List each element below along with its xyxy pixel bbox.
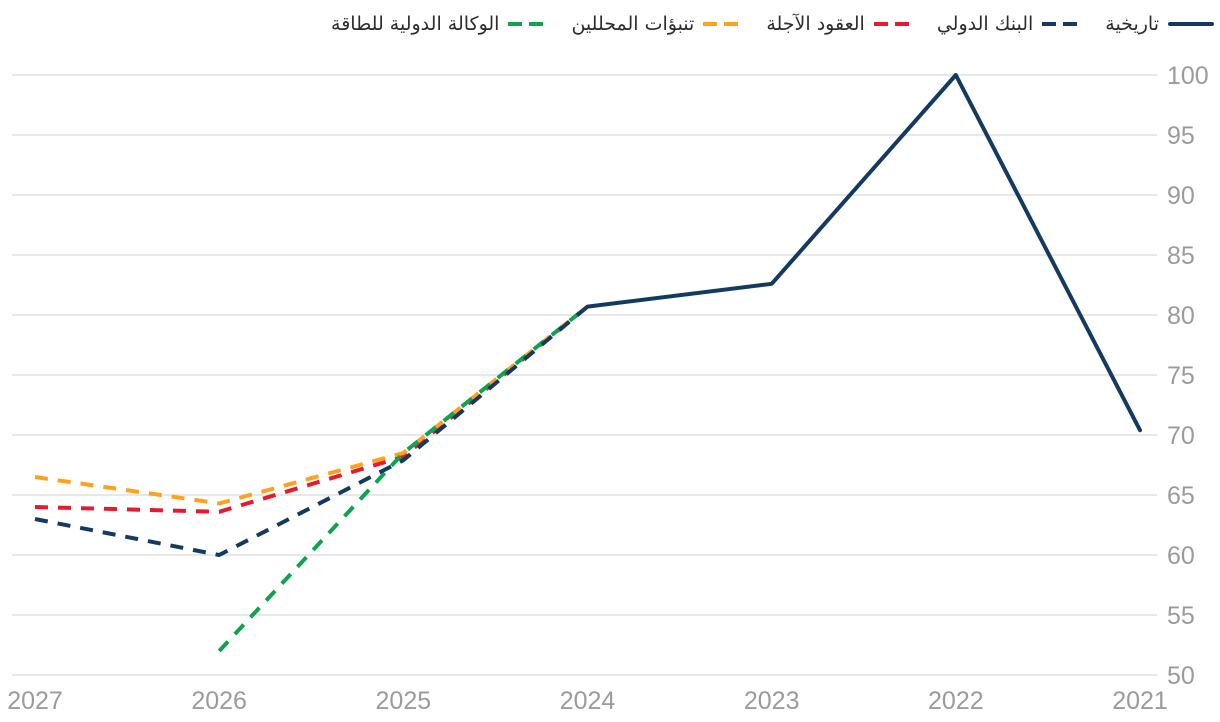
legend-label: البنك الدولي bbox=[936, 13, 1034, 35]
legend-solid-line-marker bbox=[1168, 22, 1214, 26]
y-axis-tick-label: 50 bbox=[1167, 662, 1195, 690]
gridlines bbox=[12, 74, 1157, 676]
legend-item-2[interactable]: العقود الآجلة bbox=[766, 13, 909, 35]
chart-legend: تاريخية البنك الدولي العقود الآجلة تنبؤات ا… bbox=[0, 8, 1214, 40]
legend-item-4[interactable]: الوكالة الدولية للطاقة bbox=[331, 13, 544, 35]
legend-label: تنبؤات المحللين bbox=[571, 13, 695, 35]
series-line-0 bbox=[585, 73, 1142, 433]
legend-dashed-line-marker bbox=[873, 22, 909, 26]
legend-label: الوكالة الدولية للطاقة bbox=[331, 13, 500, 35]
y-axis-tick-label: 60 bbox=[1167, 542, 1195, 570]
y-axis-tick-label: 80 bbox=[1167, 302, 1195, 330]
legend-item-3[interactable]: تنبؤات المحللين bbox=[571, 13, 739, 35]
x-axis-tick-label: 2027 bbox=[7, 687, 63, 715]
x-axis-tick-label: 2025 bbox=[376, 687, 432, 715]
y-axis-tick-label: 75 bbox=[1167, 362, 1195, 390]
y-axis-tick-label: 90 bbox=[1167, 182, 1195, 210]
series-line-1 bbox=[34, 305, 589, 557]
y-axis-tick-label: 85 bbox=[1167, 242, 1195, 270]
y-axis-tick-label: 100 bbox=[1167, 62, 1209, 90]
x-axis-tick-label: 2021 bbox=[1112, 687, 1168, 715]
x-axis-tick-label: 2022 bbox=[928, 687, 984, 715]
y-axis-tick-label: 55 bbox=[1167, 602, 1195, 630]
series-line-3 bbox=[34, 305, 589, 506]
y-axis-tick-label: 70 bbox=[1167, 422, 1195, 450]
legend-item-1[interactable]: البنك الدولي bbox=[936, 13, 1078, 35]
x-axis-tick-label: 2023 bbox=[744, 687, 800, 715]
legend-dashed-line-marker bbox=[703, 22, 739, 26]
legend-dashed-line-marker bbox=[1042, 22, 1078, 26]
x-axis-tick-label: 2026 bbox=[191, 687, 247, 715]
y-axis-tick-label: 95 bbox=[1167, 122, 1195, 150]
legend-label: تاريخية bbox=[1105, 13, 1159, 35]
y-axis-tick-label: 65 bbox=[1167, 482, 1195, 510]
x-axis-tick-label: 2024 bbox=[560, 687, 616, 715]
series-line-4 bbox=[217, 305, 589, 653]
series-line-2 bbox=[34, 305, 589, 514]
legend-item-0[interactable]: تاريخية bbox=[1105, 13, 1214, 35]
legend-label: العقود الآجلة bbox=[766, 13, 865, 35]
legend-dashed-line-marker bbox=[508, 22, 544, 26]
